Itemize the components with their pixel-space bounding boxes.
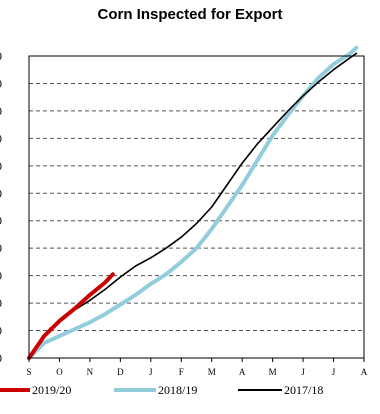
x-tick-label: N xyxy=(87,367,94,377)
x-tick-label: O xyxy=(56,367,63,377)
y-tick-label: 0 xyxy=(0,269,2,283)
x-tick-label: F xyxy=(179,367,184,377)
y-tick-labels: 0 0 0 0 0 0 0 0 0 0 0 0 xyxy=(0,49,2,365)
y-tick-label: 0 xyxy=(0,186,2,200)
axis-layer xyxy=(28,55,365,362)
x-tick-label: M xyxy=(269,367,277,377)
legend-label-2019-20: 2019/20 xyxy=(32,382,72,397)
y-tick-label: 0 xyxy=(0,351,2,365)
series-layer xyxy=(27,45,359,360)
legend-swatch-2017-18 xyxy=(238,389,282,391)
y-tick-label: 0 xyxy=(0,296,2,310)
x-tick-label: A xyxy=(361,367,368,377)
x-tick-label: D xyxy=(117,367,124,377)
y-tick-label: 0 xyxy=(0,49,2,63)
series-line-2018-19 xyxy=(27,45,359,360)
y-tick-label: 0 xyxy=(0,76,2,90)
legend: 2019/20 2018/19 2017/18 xyxy=(0,378,380,402)
y-tick-label: 0 xyxy=(0,159,2,173)
y-tick-label: 0 xyxy=(0,241,2,255)
legend-label-2018-19: 2018/19 xyxy=(158,382,198,397)
x-tick-label: A xyxy=(239,367,246,377)
legend-label-2017-18: 2017/18 xyxy=(284,382,324,397)
legend-item-2017-18: 2017/18 xyxy=(238,378,323,402)
y-tick-label: 0 xyxy=(0,214,2,228)
x-tick-label: J xyxy=(149,367,153,377)
x-tick-label: J xyxy=(332,367,336,377)
legend-item-2019-20: 2019/20 xyxy=(0,378,71,402)
x-tick-label: J xyxy=(301,367,305,377)
x-tick-label: S xyxy=(26,367,31,377)
grid-layer xyxy=(29,82,364,332)
y-tick-label: 0 xyxy=(0,104,2,118)
chart-title: Corn Inspected for Export xyxy=(97,6,283,23)
y-tick-label: 0 xyxy=(0,324,2,338)
y-tick-label: 0 xyxy=(0,131,2,145)
x-tick-label: M xyxy=(208,367,216,377)
legend-swatch-2018-19 xyxy=(114,388,156,392)
legend-item-2018-19: 2018/19 xyxy=(114,378,197,402)
legend-swatch-2019-20 xyxy=(0,388,30,392)
plot-frame xyxy=(28,55,365,359)
series-line-2019-20 xyxy=(27,272,115,360)
series-line-2017-18 xyxy=(28,52,358,359)
